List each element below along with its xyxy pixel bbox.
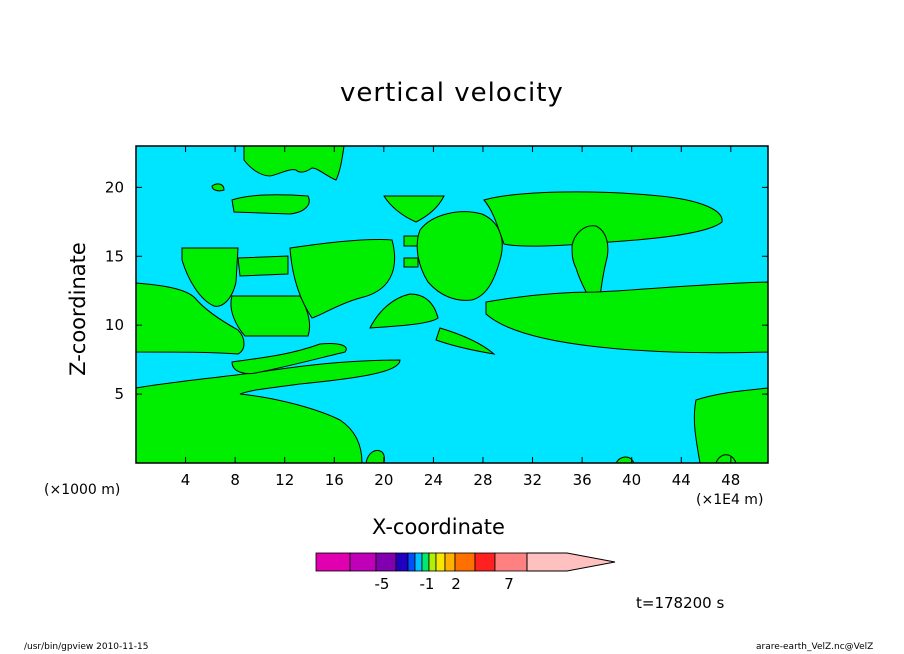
x-tick-label: 20	[374, 471, 393, 489]
colorbar-segment	[414, 552, 423, 572]
colorbar-arrow	[526, 552, 616, 572]
colorbar-tick-label: -5	[375, 575, 390, 593]
x-tick-label: 16	[325, 471, 344, 489]
x-tick-label: 8	[230, 471, 240, 489]
colorbar-segment	[349, 552, 377, 572]
x-tick-label: 12	[275, 471, 294, 489]
x-tick-label: 4	[181, 471, 191, 489]
colorbar: -5 -1 2 7	[315, 552, 616, 593]
colorbar-segment	[315, 552, 351, 572]
colorbar-tick-label: 7	[504, 575, 514, 593]
chart-title: vertical velocity	[340, 78, 564, 108]
x-tick-label: 44	[672, 471, 691, 489]
region-band-upper	[231, 343, 347, 375]
region-x12-z19	[231, 194, 310, 215]
colorbar-tick-label: 2	[451, 575, 461, 593]
x-unit-note: (×1000 m)	[44, 482, 121, 498]
colorbar-segment	[428, 552, 437, 572]
colorbar-segment	[454, 552, 476, 572]
colorbar-segment	[444, 552, 456, 572]
region-x16-z14	[289, 238, 396, 319]
y-tick-label: 20	[105, 178, 124, 196]
region-x37-z15	[571, 225, 609, 314]
region-x7-z14	[181, 247, 239, 307]
region-x27-z9	[435, 327, 496, 355]
colorbar-segment	[435, 552, 446, 572]
x-tick-label: 40	[622, 471, 641, 489]
plot-frame	[135, 145, 769, 464]
x-tick-label: 32	[523, 471, 542, 489]
colorbar-segment	[421, 552, 430, 572]
region-top-fringe	[243, 145, 345, 181]
x-unit-note-secondary: (×1E4 m)	[696, 492, 764, 508]
positive-regions	[135, 145, 769, 464]
y-tick-label: 15	[105, 247, 124, 265]
colorbar-segment	[474, 552, 496, 572]
colorbar-segment	[494, 552, 528, 572]
x-axis-label: X-coordinate	[372, 515, 505, 539]
colorbar-tick-label: -1	[420, 575, 435, 593]
region-x22-z19	[383, 195, 445, 223]
region-top-speck	[211, 183, 225, 192]
footer-file-info: arare-earth_VelZ.nc@VelZ	[756, 642, 874, 652]
x-tick-label: 48	[721, 471, 740, 489]
region-lower-right	[693, 387, 769, 464]
colorbar-segment	[395, 552, 409, 572]
x-tick-label: 28	[473, 471, 492, 489]
region-x10-z15	[237, 255, 289, 277]
x-tick-label: 36	[573, 471, 592, 489]
colorbar-segment	[375, 552, 397, 572]
region-upper-right	[483, 191, 723, 247]
region-x10-z11	[230, 295, 311, 337]
colorbar-segment	[407, 552, 416, 572]
region-x22-z16	[403, 235, 419, 247]
time-label: t=178200 s	[636, 594, 725, 612]
y-tick-label: 10	[105, 316, 124, 334]
x-tick-label: 24	[424, 471, 443, 489]
region-x22-z11	[369, 293, 439, 329]
region-left-mid	[135, 282, 245, 355]
region-x25-z15	[416, 211, 503, 301]
y-tick-label: 5	[114, 385, 124, 403]
region-x22-z14	[403, 257, 419, 268]
footer-program-info: /usr/bin/gpview 2010-11-15	[24, 642, 149, 652]
